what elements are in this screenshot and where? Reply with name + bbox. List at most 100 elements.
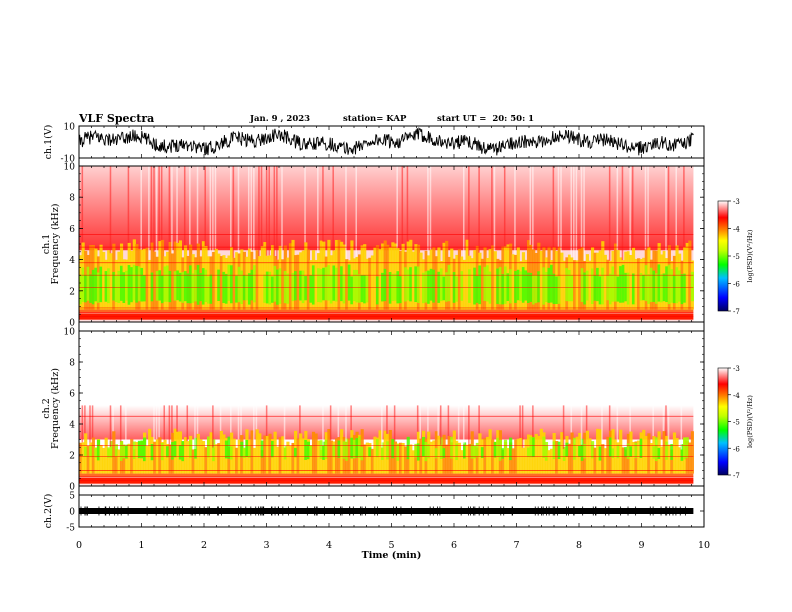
spec-green-column [309,445,313,457]
spec-green-column [406,436,410,460]
spec-green-column [475,276,479,303]
spec-green-column [404,267,408,302]
spec-yellow-column [634,258,638,310]
spec-yellow-column [370,448,374,474]
spec-yellow-column [647,433,651,474]
spec-yellow-column [86,445,90,474]
spec-streak [247,166,250,249]
spec-streak [196,166,199,244]
spec-green-column [311,265,316,305]
spec-yellow-column [242,448,246,474]
ch2-spec-ylabel: ch.2 [41,398,52,419]
spec-green-column [363,275,367,304]
colorbar-tick-label: -4 [733,226,740,234]
spec-green-column [79,275,83,305]
spec-streak [158,166,160,242]
spec-yellow-column [555,441,559,474]
spec-green-column [383,268,387,302]
spec-green-column [629,446,633,457]
spec-yellow-column [345,259,349,310]
x-tick-label: 9 [638,540,644,551]
spec-yellow-column [578,248,582,310]
spec-green-column [178,445,182,460]
spec-green-column [345,438,349,461]
spec-yellow-column [437,435,441,474]
spec-green-column [204,269,208,303]
spec-green-column [250,269,254,301]
spec-streak [112,405,114,432]
spec-green-column [552,441,556,460]
x-tick-label: 5 [388,540,394,551]
spec-yellow-column [637,258,641,310]
date-label: Jan. 9 , 2023 [250,114,311,124]
spec-yellow-column [644,435,648,474]
spec-green-column [163,266,167,302]
spec-green-column [381,442,385,460]
spec-green-column [114,275,118,303]
spec-green-column [173,441,177,458]
spec-green-column [209,274,213,304]
spec-streak [532,166,534,250]
spec-yellow-column [670,449,674,474]
spec-green-column [414,443,418,458]
spec-green-column [391,438,395,459]
colorbar-tick-label: -7 [733,472,740,480]
spec-yellow-column [250,430,254,474]
spec-yellow-column [637,440,641,474]
spec-yellow-column [662,431,666,474]
spec-green-column [593,275,597,301]
spec-streak [457,405,460,443]
x-tick-label: 0 [76,540,82,551]
spec-green-column [573,437,577,460]
spec-yellow-column [217,443,221,474]
spec-green-column [514,271,518,303]
spec-green-column [317,268,321,303]
spec-green-column [322,267,326,301]
spec-green-column [654,437,659,462]
spec-green-column [158,270,162,301]
spec-yellow-column [503,441,508,474]
spec-yellow-column [483,438,487,474]
spec-yellow-column [281,436,285,474]
spec-yellow-column [442,242,446,310]
ch2-wave-ytick-label: 5 [69,492,75,502]
spec-green-column [562,446,566,461]
spec-green-column [631,273,636,305]
spec-green-column [626,443,630,460]
spec-yellow-column [506,448,510,474]
spec-yellow-column [314,433,318,474]
spec-streak [401,166,404,244]
spec-green-column [132,264,136,301]
spec-streak [629,166,631,255]
spec-streak [616,405,619,443]
x-tick-label: 10 [698,540,710,551]
spec-yellow-column [401,243,405,310]
ch1-spec-ytick-label: 0 [69,319,75,329]
spec-yellow-column [160,239,165,310]
spec-green-column [442,276,446,301]
spec-yellow-column [214,444,218,474]
spec-green-column [675,267,679,304]
spec-green-column [358,274,362,303]
spec-green-column [201,268,206,305]
spec-streak [345,405,347,442]
spec-green-column [324,439,328,459]
spec-yellow-column [296,254,300,310]
start-time-label: start UT = 20: 50: 1 [437,114,535,124]
spec-streak [560,166,562,253]
spec-streak [281,166,283,260]
spec-streak [644,166,647,250]
spec-streak [503,166,506,247]
spec-green-column [186,273,190,304]
spec-streak [683,166,685,247]
spec-green-column [657,447,661,459]
spec-yellow-column [462,259,467,310]
spec-green-column [189,265,193,304]
spec-green-column [247,445,252,458]
spec-yellow-column [560,252,564,310]
spec-green-column [283,445,287,460]
spec-streak [204,166,206,247]
spec-green-column [565,268,569,302]
spec-green-column [117,270,121,303]
spec-yellow-column [450,248,454,310]
